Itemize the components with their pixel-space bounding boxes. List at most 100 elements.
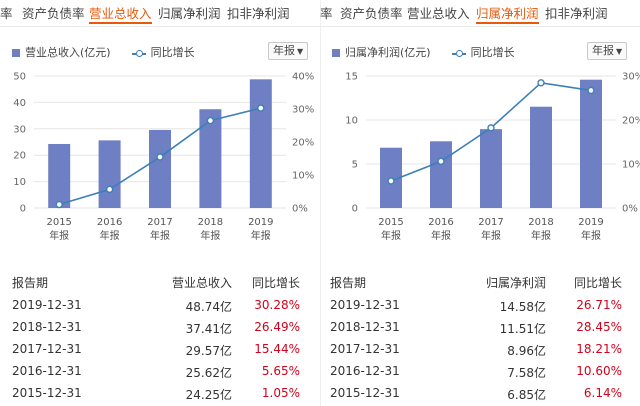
row-value: 8.96亿 [507, 344, 546, 358]
row-growth: 6.14% [583, 386, 622, 400]
tab-net-profit[interactable]: 归属净利润 [476, 6, 539, 21]
growth-point [537, 79, 545, 87]
x-tick-label: 2018 [528, 217, 553, 228]
net-profit-table: 报告期 归属净利润 同比增长 2019-12-31 14.58亿 26.71% … [320, 270, 640, 404]
row-value: 14.58亿 [499, 300, 546, 314]
y-tick-label: 5 [352, 160, 358, 171]
period-select[interactable]: 年报 ▼ [587, 42, 628, 60]
bar-legend-label: 归属净利润(亿元) [345, 46, 431, 59]
bar [480, 129, 502, 208]
row-growth: 18.21% [576, 342, 622, 356]
period-select-value: 年报 [592, 44, 614, 57]
x-tick-sublabel: 年报 [150, 229, 170, 242]
period-select[interactable]: 年报 ▼ [268, 42, 309, 60]
row-value: 37.41亿 [185, 322, 232, 336]
bar [98, 140, 121, 208]
tab-ratio[interactable]: 率 [0, 6, 13, 21]
x-tick-sublabel: 年报 [251, 229, 271, 242]
y2-tick-label: 30% [622, 72, 640, 83]
tab-net-profit[interactable]: 归属净利润 [158, 6, 221, 21]
tab-ratio[interactable]: 率 [320, 6, 333, 21]
y2-tick-label: 20% [292, 138, 314, 149]
row-growth: 30.28% [254, 298, 300, 312]
x-tick-label: 2017 [147, 217, 172, 228]
bar-legend-swatch [12, 49, 20, 57]
table-row: 2019-12-31 48.74亿 30.28% [0, 294, 320, 316]
row-period: 2015-12-31 [12, 386, 82, 400]
x-tick-label: 2015 [378, 217, 403, 228]
y-tick-label: 30 [13, 124, 26, 135]
growth-point [55, 200, 63, 209]
header-period: 报告期 [12, 276, 49, 290]
row-value: 7.58亿 [507, 366, 546, 380]
panel-divider [320, 0, 321, 406]
tab-revenue[interactable]: 营业总收入 [407, 6, 470, 21]
x-tick-sublabel: 年报 [100, 229, 120, 242]
metric-tabs: 率 资产负债率 营业总收入 归属净利润 扣非净利润 [320, 0, 640, 27]
growth-point [387, 177, 395, 185]
x-tick-sublabel: 年报 [381, 229, 401, 242]
row-period: 2015-12-31 [330, 386, 400, 400]
row-period: 2017-12-31 [330, 342, 400, 356]
growth-point [105, 185, 114, 194]
y2-tick-label: 20% [622, 116, 640, 127]
table-row: 2015-12-31 24.25亿 1.05% [0, 382, 320, 404]
bar [48, 143, 71, 208]
bar-legend-label: 营业总收入(亿元) [25, 46, 111, 59]
tab-revenue[interactable]: 营业总收入 [89, 6, 152, 21]
y2-tick-label: 0% [622, 204, 638, 215]
tab-debt-ratio[interactable]: 资产负债率 [340, 6, 403, 21]
x-tick-sublabel: 年报 [49, 229, 69, 242]
x-tick-label: 2015 [46, 217, 71, 228]
row-period: 2019-12-31 [330, 298, 400, 312]
table-row: 2019-12-31 14.58亿 26.71% [320, 294, 640, 316]
row-growth: 26.71% [576, 298, 622, 312]
x-tick-sublabel: 年报 [431, 229, 451, 242]
table-row: 2017-12-31 8.96亿 18.21% [320, 338, 640, 360]
net-profit-panel: 率 资产负债率 营业总收入 归属净利润 扣非净利润 归属净利润(亿元) 同比增长… [320, 0, 640, 406]
line-legend-label: 同比增长 [470, 46, 515, 59]
row-period: 2019-12-31 [12, 298, 82, 312]
bar [199, 109, 222, 208]
line-legend-label: 同比增长 [150, 46, 195, 59]
header-growth: 同比增长 [573, 276, 622, 290]
x-tick-label: 2019 [248, 217, 273, 228]
y-tick-label: 0 [352, 204, 358, 215]
revenue-panel: 率 资产负债率 营业总收入 归属净利润 扣非净利润 营业总收入(亿元) 同比增长… [0, 6, 320, 404]
bar [249, 79, 272, 208]
chevron-down-icon: ▼ [616, 47, 623, 56]
row-growth: 1.05% [261, 386, 300, 400]
row-period: 2017-12-31 [12, 342, 82, 356]
table-row: 2018-12-31 37.41亿 26.49% [0, 316, 320, 338]
growth-point [257, 104, 265, 112]
growth-point [437, 157, 445, 166]
tab-debt-ratio[interactable]: 资产负债率 [22, 6, 85, 21]
row-value: 6.85亿 [507, 388, 546, 402]
chart-legend: 营业总收入(亿元) 同比增长 [12, 44, 195, 60]
y-tick-label: 20 [13, 151, 26, 162]
revenue-chart: 010203040500%10%20%30%40%2015年报2016年报201… [13, 72, 314, 243]
chart-legend: 归属净利润(亿元) 同比增长 [332, 44, 515, 60]
tab-deducted-profit[interactable]: 扣非净利润 [227, 6, 290, 21]
table-header: 报告期 营业总收入 同比增长 [0, 270, 320, 294]
x-tick-sublabel: 年报 [481, 229, 501, 242]
row-growth: 28.45% [576, 320, 622, 334]
y-tick-label: 10 [13, 177, 26, 188]
x-tick-sublabel: 年报 [200, 229, 220, 242]
row-value: 25.62亿 [185, 366, 232, 380]
table-header: 报告期 归属净利润 同比增长 [320, 270, 640, 294]
bar [149, 129, 171, 208]
line-legend-swatch [131, 49, 146, 57]
x-tick-label: 2016 [428, 217, 453, 228]
row-value: 29.57亿 [185, 344, 232, 358]
row-period: 2018-12-31 [330, 320, 400, 334]
x-tick-label: 2017 [478, 217, 503, 228]
table-row: 2015-12-31 6.85亿 6.14% [320, 382, 640, 404]
y2-tick-label: 0% [292, 204, 308, 215]
tab-deducted-profit[interactable]: 扣非净利润 [545, 6, 608, 21]
y2-tick-label: 10% [622, 160, 640, 171]
chevron-down-icon: ▼ [297, 47, 304, 56]
y-tick-label: 15 [345, 72, 358, 83]
growth-point [156, 153, 164, 161]
bar [530, 106, 552, 208]
